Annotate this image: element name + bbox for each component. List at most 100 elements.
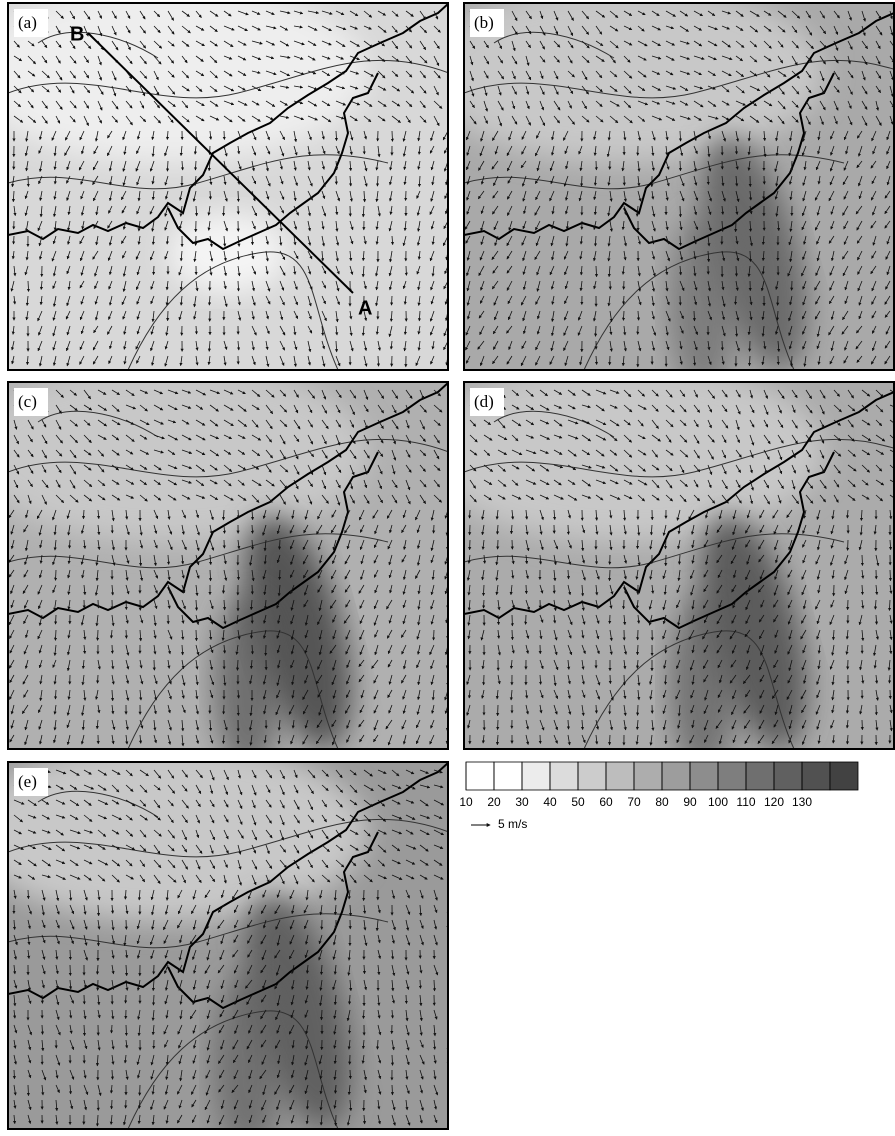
colorbar-tick-label: 40 (543, 795, 557, 809)
panel-label: (e) (18, 772, 37, 791)
colorbar-box (466, 762, 494, 790)
colorbar-tick-label: 100 (708, 795, 728, 809)
wind-vector (680, 161, 681, 171)
wind-vector (862, 555, 863, 566)
wind-vector (434, 630, 435, 640)
map-panel: (c) (0, 362, 455, 772)
wind-vector (568, 525, 569, 534)
wind-vector (610, 735, 611, 745)
wind-vector (196, 630, 197, 641)
wind-vector (98, 675, 99, 683)
colorbar-tick-label: 20 (487, 795, 501, 809)
wind-vector (420, 980, 421, 988)
wind-vector (448, 830, 458, 835)
colorbar-box (802, 762, 830, 790)
wind-vector (98, 935, 99, 946)
wind-vector (596, 326, 597, 336)
wind-vector (448, 860, 457, 864)
wind-vector (610, 570, 611, 581)
map-panel: B A (a) (0, 0, 454, 370)
wind-vector (638, 705, 639, 715)
colorbar-box (690, 762, 718, 790)
colorbar-tick-label: 130 (792, 795, 812, 809)
wind-vector (252, 585, 253, 594)
wind-vector (694, 311, 695, 321)
colorbar-box (494, 762, 522, 790)
wind-vector (448, 420, 455, 428)
wind-vector (792, 161, 793, 171)
wind-vector (14, 1070, 15, 1079)
wind-vector (406, 995, 407, 1004)
wind-vector (70, 950, 71, 960)
wind-vector (448, 845, 455, 851)
colorbar-tick-label: 110 (736, 795, 755, 809)
colorbar-tick-label: 50 (571, 795, 585, 809)
wind-vector (448, 770, 455, 774)
wind-vector (28, 890, 29, 899)
colorbar-box (830, 762, 858, 790)
wind-vector (126, 1025, 127, 1036)
wind-vector (14, 236, 15, 244)
colorbar-tick-label: 60 (599, 795, 613, 809)
map-panel: (e) (0, 742, 458, 1131)
panel-label: (d) (474, 392, 494, 411)
panel-label: (b) (474, 13, 494, 32)
colorbar-tick-label: 70 (627, 795, 641, 809)
wind-vector (722, 341, 723, 350)
colorbar-box (578, 762, 606, 790)
colorbar-box (662, 762, 690, 790)
plume-shading (669, 213, 739, 393)
colorbar-tick-label: 80 (655, 795, 669, 809)
colorbar-box (606, 762, 634, 790)
wind-vector (448, 800, 456, 803)
wind-vector (680, 206, 681, 217)
panel-label: (a) (18, 13, 37, 32)
colorbar-box (634, 762, 662, 790)
wind-vector (448, 875, 455, 880)
wind-vector (470, 510, 471, 518)
colorbar-box (774, 762, 802, 790)
wind-vector (224, 206, 225, 216)
colorbar-tick-label: 30 (515, 795, 529, 809)
section-end-label: B (70, 23, 84, 45)
wind-vector (448, 815, 457, 821)
wind-vector (224, 705, 225, 714)
wind-vector (56, 570, 57, 580)
plume-shading (213, 592, 283, 772)
map-panel: (d) (424, 362, 895, 772)
reference-vector-label: 5 m/s (498, 817, 527, 831)
colorbar-tick-label: 120 (764, 795, 784, 809)
wind-vector (126, 995, 127, 1003)
wind-vector (112, 645, 113, 653)
colorbar-box (746, 762, 774, 790)
wind-vector (484, 600, 485, 608)
wind-vector (42, 995, 43, 1003)
wind-vector (890, 570, 891, 581)
wind-vector (624, 600, 625, 609)
colorbar-tick-label: 10 (459, 795, 473, 809)
wind-vector (526, 585, 527, 594)
wind-vector (238, 191, 239, 202)
map-panel: (b) (424, 0, 895, 393)
wind-vector (56, 615, 57, 624)
wind-vector (624, 675, 625, 685)
wind-vector (392, 296, 393, 305)
shading (168, 213, 288, 293)
panel-label: (c) (18, 392, 37, 411)
wind-vector (98, 630, 99, 640)
wind-vector (434, 525, 435, 533)
wind-vector (392, 1085, 393, 1095)
colorbar-box (522, 762, 550, 790)
wind-vector (154, 266, 155, 275)
wind-vector (336, 176, 337, 184)
colorbar-box (550, 762, 578, 790)
wind-vector (126, 630, 127, 638)
section-end-label: A (358, 297, 372, 319)
wind-vector (392, 131, 393, 141)
colorbar-tick-label: 90 (683, 795, 697, 809)
wind-vector (280, 570, 281, 580)
figure: B A (a) (b) (c) (d) (e) 10 20 30 40 50 60 70 80 90 100 11… (0, 0, 895, 1131)
wind-vector (28, 1085, 29, 1096)
wind-vector (448, 785, 456, 790)
wind-vector (112, 1100, 113, 1109)
